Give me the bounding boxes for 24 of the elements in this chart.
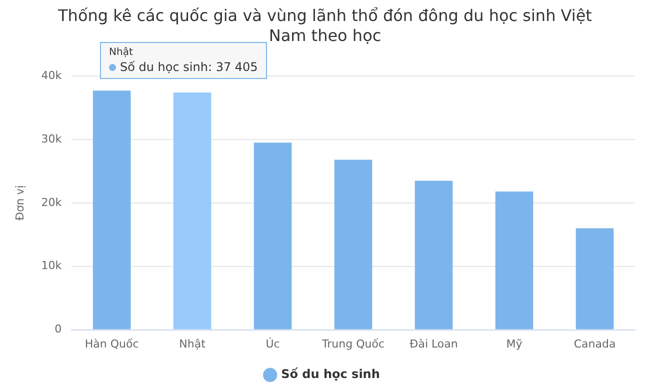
y-tick-label: 10k [41, 259, 62, 272]
x-tick-label: Đài Loan [410, 337, 458, 350]
x-tick-label: Mỹ [506, 337, 523, 350]
chart-title: Thống kê các quốc gia và vùng lãnh thổ đón đông du học sinh Việt Nam theo học [57, 6, 593, 46]
bar [92, 90, 131, 330]
x-tick-label: Úc [266, 336, 280, 350]
legend-label: Số du học sinh [281, 367, 380, 382]
x-tick-label: Trung Quốc [321, 337, 385, 350]
y-axis-title: Đơn vị [13, 185, 26, 221]
bar [173, 92, 212, 330]
x-tick-label: Canada [574, 337, 616, 350]
bar [254, 142, 292, 330]
y-tick-label: 20k [41, 196, 62, 209]
y-tick-label: 30k [41, 132, 62, 146]
x-tick-label: Nhật [179, 337, 206, 350]
y-tick-label: 0 [54, 322, 62, 336]
bar [576, 228, 614, 330]
y-tick-label: 40k [41, 68, 62, 82]
bar [414, 180, 453, 330]
x-tick-label: Hàn Quốc [84, 337, 139, 350]
text: Nhật [109, 47, 134, 58]
text: Số du học sinh: 37 405 [120, 60, 258, 74]
bar [495, 191, 534, 330]
bar [334, 160, 372, 330]
